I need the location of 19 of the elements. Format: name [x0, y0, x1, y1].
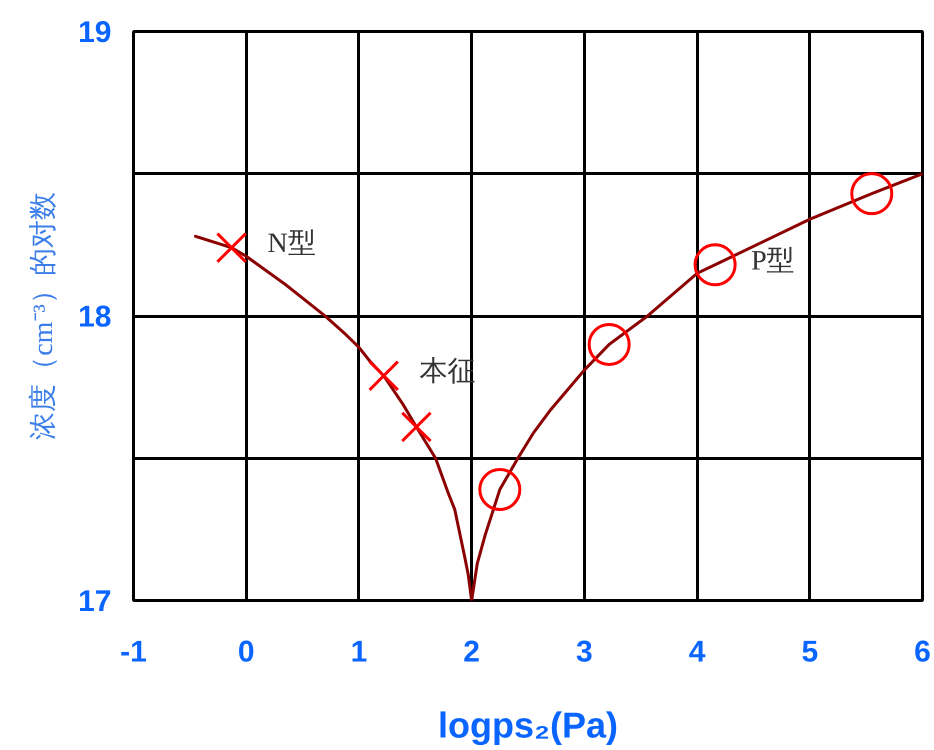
x-tick-label: 3 [576, 636, 593, 668]
x-tick-label: 2 [463, 636, 480, 668]
annotation: P型 [751, 245, 795, 276]
x-tick-label: -1 [120, 636, 147, 668]
point [850, 172, 894, 216]
point [588, 322, 631, 366]
y-tick-label: 17 [78, 585, 112, 618]
y-tick-label: 18 [78, 300, 112, 334]
x-tick-label: 1 [350, 636, 368, 668]
x-axis-title: logps₂(Pa) [438, 704, 618, 746]
y-axis-title: 浓度（cm⁻³）的对数 [28, 192, 60, 440]
y-tick-label: 19 [78, 16, 112, 49]
point [694, 243, 737, 286]
point [478, 468, 522, 512]
annotation: N型 [268, 228, 316, 260]
x-tick-label: 6 [914, 636, 931, 668]
x-tick-label: 4 [688, 636, 706, 668]
x-tick-label: 0 [238, 636, 255, 668]
x-tick-label: 5 [801, 636, 818, 668]
